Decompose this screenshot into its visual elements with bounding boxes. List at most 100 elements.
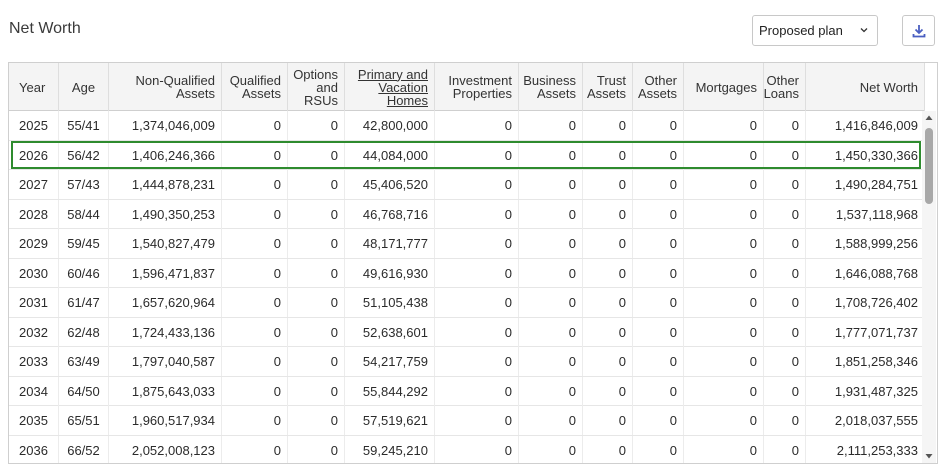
plan-select-value: Proposed plan: [759, 23, 843, 38]
table-row[interactable]: 2031 61/47 1,657,620,964 0 0 51,105,438 0 0 0 0 0 0…: [9, 288, 925, 318]
vertical-scrollbar[interactable]: [922, 111, 936, 463]
cell-opt: 0: [288, 199, 345, 229]
cell-mort: 0: [684, 347, 764, 376]
cell-loans: 0: [764, 170, 806, 199]
cell-year: 2034: [9, 376, 59, 406]
column-header-label: Business: [523, 73, 576, 88]
table-row[interactable]: 2033 63/49 1,797,040,587 0 0 54,217,759 0 0 0 0 0 0…: [9, 347, 925, 377]
cell-nq: 1,875,643,033: [109, 376, 222, 406]
cell-qa: 0: [222, 229, 288, 258]
cell-homes: 46,768,716: [345, 199, 435, 229]
cell-year: 2036: [9, 435, 59, 463]
cell-homes: 48,171,777: [345, 229, 435, 258]
cell-qa: 0: [222, 111, 288, 140]
cell-other: 0: [633, 140, 684, 170]
column-header-age[interactable]: Age: [59, 63, 109, 111]
scroll-thumb[interactable]: [925, 128, 933, 204]
column-header-label: Primary and: [357, 66, 428, 82]
cell-other: 0: [633, 111, 684, 140]
cell-year: 2027: [9, 170, 59, 199]
cell-trust: 0: [583, 229, 633, 258]
cell-other: 0: [633, 258, 684, 288]
cell-nq: 1,657,620,964: [109, 288, 222, 317]
cell-loans: 0: [764, 229, 806, 258]
column-header-homes[interactable]: Primary and Vacation Homes: [345, 63, 435, 111]
cell-nw: 1,537,118,968: [806, 199, 925, 229]
cell-loans: 0: [764, 199, 806, 229]
cell-bus: 0: [519, 229, 583, 258]
column-header-trust[interactable]: Trust Assets: [583, 63, 633, 111]
column-header-mort[interactable]: Mortgages: [684, 63, 764, 111]
table-row[interactable]: 2026 56/42 1,406,246,366 0 0 44,084,000 0 0 0 0 0 0…: [9, 140, 925, 170]
cell-homes: 44,084,000: [345, 140, 435, 170]
cell-year: 2035: [9, 406, 59, 435]
table-row[interactable]: 2034 64/50 1,875,643,033 0 0 55,844,292 0 0 0 0 0 0…: [9, 376, 925, 406]
cell-inv: 0: [435, 435, 519, 463]
cell-inv: 0: [435, 258, 519, 288]
cell-year: 2028: [9, 199, 59, 229]
cell-qa: 0: [222, 140, 288, 170]
column-header-label: Mortgages: [695, 79, 757, 95]
cell-age: 59/45: [59, 229, 109, 258]
cell-nq: 1,490,350,253: [109, 199, 222, 229]
cell-nw: 1,588,999,256: [806, 229, 925, 258]
column-header-year[interactable]: Year: [9, 63, 59, 111]
cell-nw: 1,777,071,737: [806, 317, 925, 347]
cell-other: 0: [633, 406, 684, 435]
scroll-up-arrow-icon[interactable]: [925, 114, 933, 122]
cell-loans: 0: [764, 258, 806, 288]
cell-year: 2032: [9, 317, 59, 347]
column-header-loans[interactable]: Other Loans: [764, 63, 806, 111]
cell-age: 60/46: [59, 258, 109, 288]
cell-qa: 0: [222, 435, 288, 463]
cell-mort: 0: [684, 317, 764, 347]
cell-homes: 49,616,930: [345, 258, 435, 288]
cell-trust: 0: [583, 199, 633, 229]
cell-homes: 52,638,601: [345, 317, 435, 347]
cell-bus: 0: [519, 406, 583, 435]
cell-bus: 0: [519, 199, 583, 229]
column-header-other[interactable]: Other Assets: [633, 63, 684, 111]
cell-trust: 0: [583, 288, 633, 317]
table-row[interactable]: 2028 58/44 1,490,350,253 0 0 46,768,716 0 0 0 0 0 0…: [9, 199, 925, 229]
cell-mort: 0: [684, 435, 764, 463]
column-header-label: and: [316, 79, 338, 95]
net-worth-table: Year Age Non-Qualified Assets Qualified Asset…: [8, 62, 938, 464]
plan-select[interactable]: Proposed plan: [752, 15, 878, 46]
table-row[interactable]: 2030 60/46 1,596,471,837 0 0 49,616,930 0 0 0 0 0 0…: [9, 258, 925, 288]
column-header-label: Investment: [448, 73, 512, 88]
column-header-bus[interactable]: Business Assets: [519, 63, 583, 111]
column-header-qa[interactable]: Qualified Assets: [222, 63, 288, 111]
cell-trust: 0: [583, 111, 633, 140]
cell-inv: 0: [435, 199, 519, 229]
column-header-nq[interactable]: Non-Qualified Assets: [109, 63, 222, 111]
table-row[interactable]: 2029 59/45 1,540,827,479 0 0 48,171,777 0 0 0 0 0 0…: [9, 229, 925, 259]
cell-inv: 0: [435, 229, 519, 258]
table-row[interactable]: 2035 65/51 1,960,517,934 0 0 57,519,621 0 0 0 0 0 0…: [9, 406, 925, 436]
cell-nq: 1,444,878,231: [109, 170, 222, 199]
cell-qa: 0: [222, 258, 288, 288]
cell-nq: 1,960,517,934: [109, 406, 222, 435]
cell-nw: 2,018,037,555: [806, 406, 925, 435]
scroll-down-arrow-icon[interactable]: [925, 452, 933, 460]
table-row[interactable]: 2036 66/52 2,052,008,123 0 0 59,245,210 0 0 0 0 0 0…: [9, 435, 925, 463]
table-row[interactable]: 2027 57/43 1,444,878,231 0 0 45,406,520 0 0 0 0 0 0…: [9, 170, 925, 200]
cell-qa: 0: [222, 376, 288, 406]
cell-trust: 0: [583, 317, 633, 347]
cell-nw: 1,646,088,768: [806, 258, 925, 288]
column-header-label: Options: [293, 66, 338, 82]
cell-age: 63/49: [59, 347, 109, 376]
download-button[interactable]: [902, 15, 935, 46]
column-header-opt[interactable]: Options and RSUs: [288, 63, 345, 111]
cell-loans: 0: [764, 288, 806, 317]
column-header-nw[interactable]: Net Worth: [806, 63, 925, 111]
table-row[interactable]: 2025 55/41 1,374,046,009 0 0 42,800,000 0 0 0 0 0 0…: [9, 111, 925, 141]
cell-inv: 0: [435, 376, 519, 406]
column-header-inv[interactable]: Investment Properties: [435, 63, 519, 111]
table-row[interactable]: 2032 62/48 1,724,433,136 0 0 52,638,601 0 0 0 0 0 0…: [9, 317, 925, 347]
cell-nq: 2,052,008,123: [109, 435, 222, 463]
cell-qa: 0: [222, 347, 288, 376]
cell-nw: 1,416,846,009: [806, 111, 925, 140]
cell-opt: 0: [288, 317, 345, 347]
cell-trust: 0: [583, 258, 633, 288]
